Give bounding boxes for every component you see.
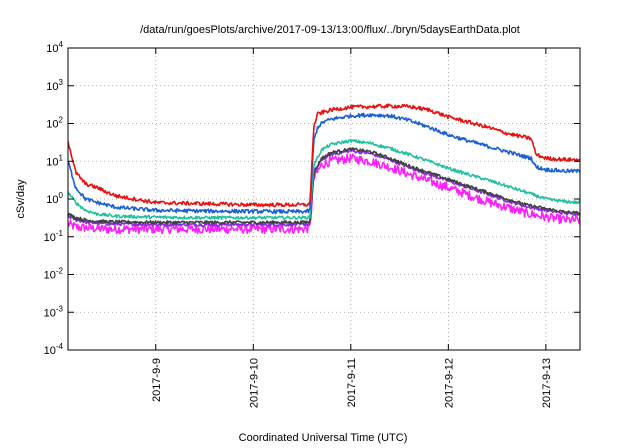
x-tick-labels: 2017-9-9 2017-9-10 2017-9-11 2017-9-12 2017-… — [151, 358, 553, 408]
series-line — [68, 138, 580, 220]
y-tick-label: 104 — [46, 40, 63, 55]
y-tick-label: 10-1 — [44, 229, 64, 244]
x-axis-label: Coordinated Universal Time (UTC) — [239, 432, 408, 444]
chart-title: /data/run/goesPlots/archive/2017-09-13/1… — [140, 24, 520, 36]
y-tick-label: 101 — [46, 153, 63, 168]
y-tick-label: 102 — [46, 116, 63, 131]
series-line — [68, 153, 580, 235]
y-tick-label: 10-3 — [44, 304, 64, 319]
series-line — [68, 147, 580, 225]
y-tick-label: 10-4 — [44, 342, 64, 357]
y-axis-label: cSv/day — [15, 179, 27, 219]
x-tick-label: 2017-9-13 — [541, 358, 553, 408]
x-tick-label: 2017-9-11 — [346, 358, 358, 407]
x-tick-label: 2017-9-9 — [151, 358, 163, 402]
x-tick-label: 2017-9-12 — [443, 358, 455, 408]
y-tick-label: 100 — [46, 191, 63, 206]
y-tick-label: 103 — [46, 78, 63, 93]
y-tick-labels: 10-4 10-3 10-2 10-1 100 101 102 103 104 — [44, 40, 64, 357]
series-layer — [68, 103, 580, 235]
series-line — [68, 103, 580, 208]
axis-ticks — [68, 47, 580, 351]
x-tick-label: 2017-9-10 — [248, 358, 260, 408]
y-tick-label: 10-2 — [44, 267, 64, 282]
series-line — [68, 112, 580, 215]
